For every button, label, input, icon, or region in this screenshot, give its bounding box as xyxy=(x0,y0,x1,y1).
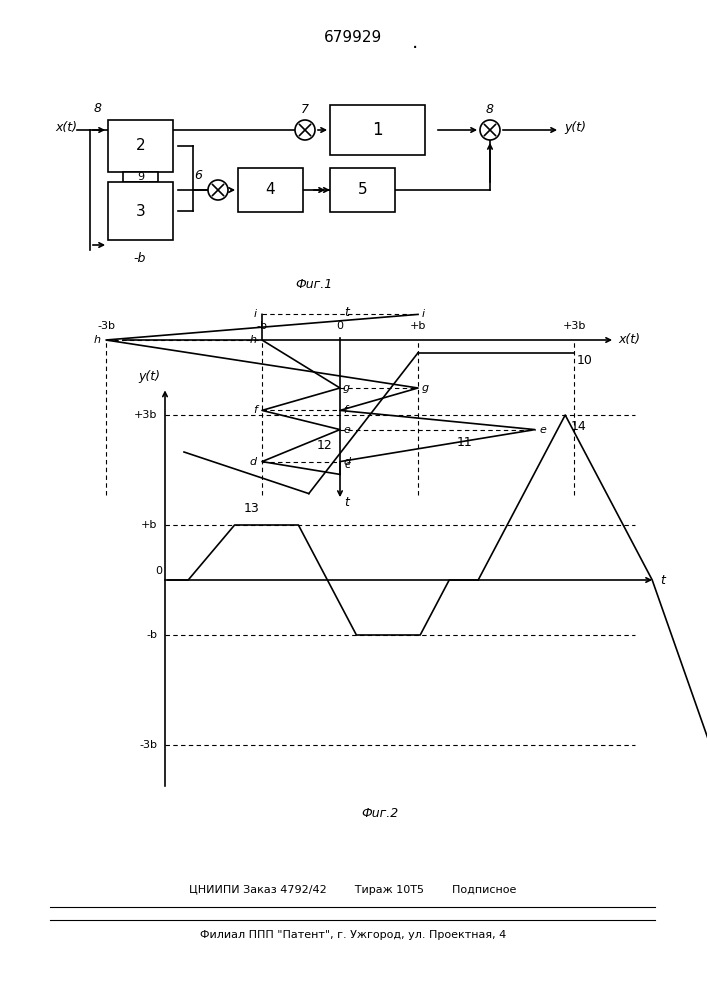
Text: d: d xyxy=(343,457,350,467)
Text: 3: 3 xyxy=(136,204,146,219)
Text: d: d xyxy=(250,457,257,467)
Text: 8: 8 xyxy=(94,102,102,115)
Text: i: i xyxy=(422,309,425,319)
Text: y(t): y(t) xyxy=(564,121,586,134)
Text: 0: 0 xyxy=(155,566,162,576)
Text: 2: 2 xyxy=(136,138,146,153)
Bar xyxy=(108,182,173,240)
Text: 12: 12 xyxy=(317,439,332,452)
Text: g: g xyxy=(343,383,350,393)
Text: i: i xyxy=(254,309,257,319)
Text: y(t): y(t) xyxy=(138,370,160,383)
Text: ЦНИИПИ Заказ 4792/42        Тираж 10Т5        Подписное: ЦНИИПИ Заказ 4792/42 Тираж 10Т5 Подписно… xyxy=(189,885,517,895)
Circle shape xyxy=(295,120,315,140)
Text: g: g xyxy=(422,383,429,393)
Text: x(t): x(t) xyxy=(618,334,640,347)
Text: h: h xyxy=(250,335,257,345)
Text: t: t xyxy=(660,574,665,586)
Bar xyxy=(238,168,303,212)
Text: f: f xyxy=(343,405,347,415)
Circle shape xyxy=(480,120,500,140)
Text: c: c xyxy=(344,460,350,470)
Bar xyxy=(330,105,425,155)
Bar xyxy=(108,120,173,172)
Text: +3b: +3b xyxy=(134,410,157,420)
Text: e: e xyxy=(343,425,350,435)
Text: -b: -b xyxy=(257,321,267,331)
Text: Фuг.2: Фuг.2 xyxy=(361,807,399,820)
Text: 10: 10 xyxy=(577,354,593,367)
Text: 5: 5 xyxy=(358,182,368,198)
Bar xyxy=(123,172,158,182)
Text: h: h xyxy=(94,335,101,345)
Text: 8: 8 xyxy=(486,103,494,116)
Bar xyxy=(330,168,395,212)
Text: -b: -b xyxy=(134,252,146,265)
Text: f: f xyxy=(253,405,257,415)
Text: t: t xyxy=(344,496,349,510)
Text: x(t): x(t) xyxy=(55,121,77,134)
Text: 679929: 679929 xyxy=(324,29,382,44)
Text: +b: +b xyxy=(410,321,426,331)
Text: 14: 14 xyxy=(571,420,587,433)
Text: 7: 7 xyxy=(301,103,309,116)
Text: +b: +b xyxy=(141,520,157,530)
Text: 11: 11 xyxy=(457,436,473,449)
Text: 1: 1 xyxy=(372,121,382,139)
Circle shape xyxy=(208,180,228,200)
Text: Фuг.1: Фuг.1 xyxy=(295,278,332,292)
Text: -b: -b xyxy=(146,630,157,640)
Text: e: e xyxy=(539,425,546,435)
Text: .: . xyxy=(412,32,418,51)
Text: 4: 4 xyxy=(266,182,275,198)
Text: t: t xyxy=(344,306,349,320)
Text: 0: 0 xyxy=(337,321,344,331)
Text: -3b: -3b xyxy=(97,321,115,331)
Text: -3b: -3b xyxy=(139,740,157,750)
Text: 13: 13 xyxy=(244,502,260,515)
Text: 9: 9 xyxy=(137,172,144,182)
Text: Филиал ППП "Патент", г. Ужгород, ул. Проектная, 4: Филиал ППП "Патент", г. Ужгород, ул. Про… xyxy=(200,930,506,940)
Text: +3b: +3b xyxy=(562,321,585,331)
Text: 6: 6 xyxy=(194,169,202,182)
